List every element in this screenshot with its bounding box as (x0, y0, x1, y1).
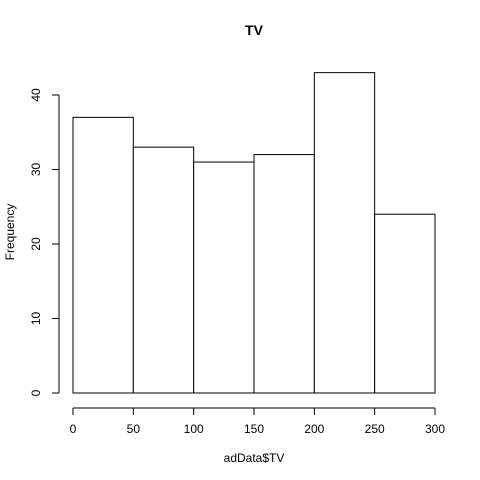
bars-group (73, 73, 435, 393)
chart-title: TV (245, 22, 264, 38)
bar-200-250 (314, 73, 374, 393)
y-tick-label-40: 40 (29, 88, 43, 102)
x-tick-label-250: 250 (365, 422, 385, 436)
y-tick-label-10: 10 (29, 312, 43, 326)
bar-100-150 (194, 162, 254, 393)
y-axis-label: Frequency (3, 204, 17, 261)
x-tick-label-300: 300 (425, 422, 445, 436)
bar-50-100 (133, 147, 193, 393)
x-axis: 0 50 100 150 200 250 300 (70, 408, 446, 436)
x-tick-label-0: 0 (70, 422, 77, 436)
y-tick-label-30: 30 (29, 163, 43, 177)
bar-150-200 (254, 155, 314, 393)
x-tick-label-100: 100 (184, 422, 204, 436)
y-tick-label-20: 20 (29, 237, 43, 251)
x-tick-label-200: 200 (304, 422, 324, 436)
x-tick-label-150: 150 (244, 422, 264, 436)
y-axis: 0 10 20 30 40 (29, 88, 59, 396)
x-axis-label: adData$TV (224, 451, 285, 465)
bar-250-300 (375, 214, 435, 393)
bar-0-50 (73, 117, 133, 393)
x-tick-label-50: 50 (127, 422, 141, 436)
y-tick-label-0: 0 (29, 389, 43, 396)
